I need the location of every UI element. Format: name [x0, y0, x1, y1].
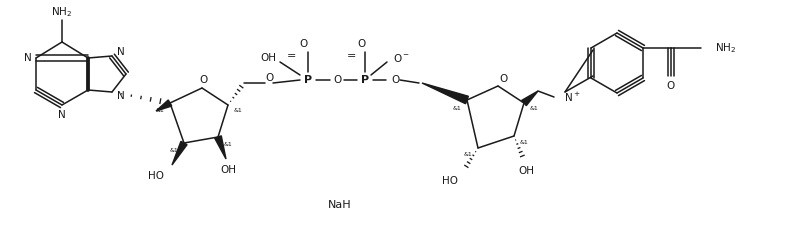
- Polygon shape: [156, 100, 172, 111]
- Text: N: N: [24, 53, 32, 63]
- Text: HO: HO: [148, 171, 164, 181]
- Text: &1: &1: [520, 140, 528, 146]
- Text: O: O: [334, 75, 342, 85]
- Text: O: O: [391, 75, 399, 85]
- Text: &1: &1: [464, 153, 473, 157]
- Polygon shape: [422, 83, 469, 104]
- Text: &1: &1: [155, 109, 164, 113]
- Text: O: O: [666, 81, 675, 91]
- Text: NaH: NaH: [328, 200, 352, 210]
- Text: NH$_2$: NH$_2$: [715, 41, 736, 55]
- Text: P: P: [304, 75, 312, 85]
- Text: O: O: [358, 39, 366, 49]
- Text: &1: &1: [170, 148, 178, 153]
- Text: =: =: [346, 51, 356, 61]
- Polygon shape: [522, 91, 538, 106]
- Text: N: N: [117, 91, 125, 101]
- Polygon shape: [172, 141, 187, 165]
- Text: O: O: [499, 74, 507, 84]
- Text: N$^+$: N$^+$: [564, 90, 581, 104]
- Text: OH: OH: [220, 165, 236, 175]
- Text: N: N: [117, 47, 125, 57]
- Text: P: P: [361, 75, 369, 85]
- Text: O$^-$: O$^-$: [393, 52, 410, 64]
- Text: OH: OH: [518, 166, 534, 176]
- Text: O: O: [200, 75, 208, 85]
- Text: HO: HO: [442, 176, 458, 186]
- Text: NH$_2$: NH$_2$: [52, 5, 72, 19]
- Text: &1: &1: [453, 105, 462, 111]
- Text: O: O: [299, 39, 307, 49]
- Text: &1: &1: [224, 141, 232, 147]
- Polygon shape: [215, 136, 226, 159]
- Text: &1: &1: [530, 105, 539, 111]
- Text: &1: &1: [234, 107, 243, 113]
- Text: OH: OH: [260, 53, 276, 63]
- Text: N: N: [58, 110, 66, 120]
- Text: O: O: [265, 73, 273, 83]
- Text: =: =: [287, 51, 297, 61]
